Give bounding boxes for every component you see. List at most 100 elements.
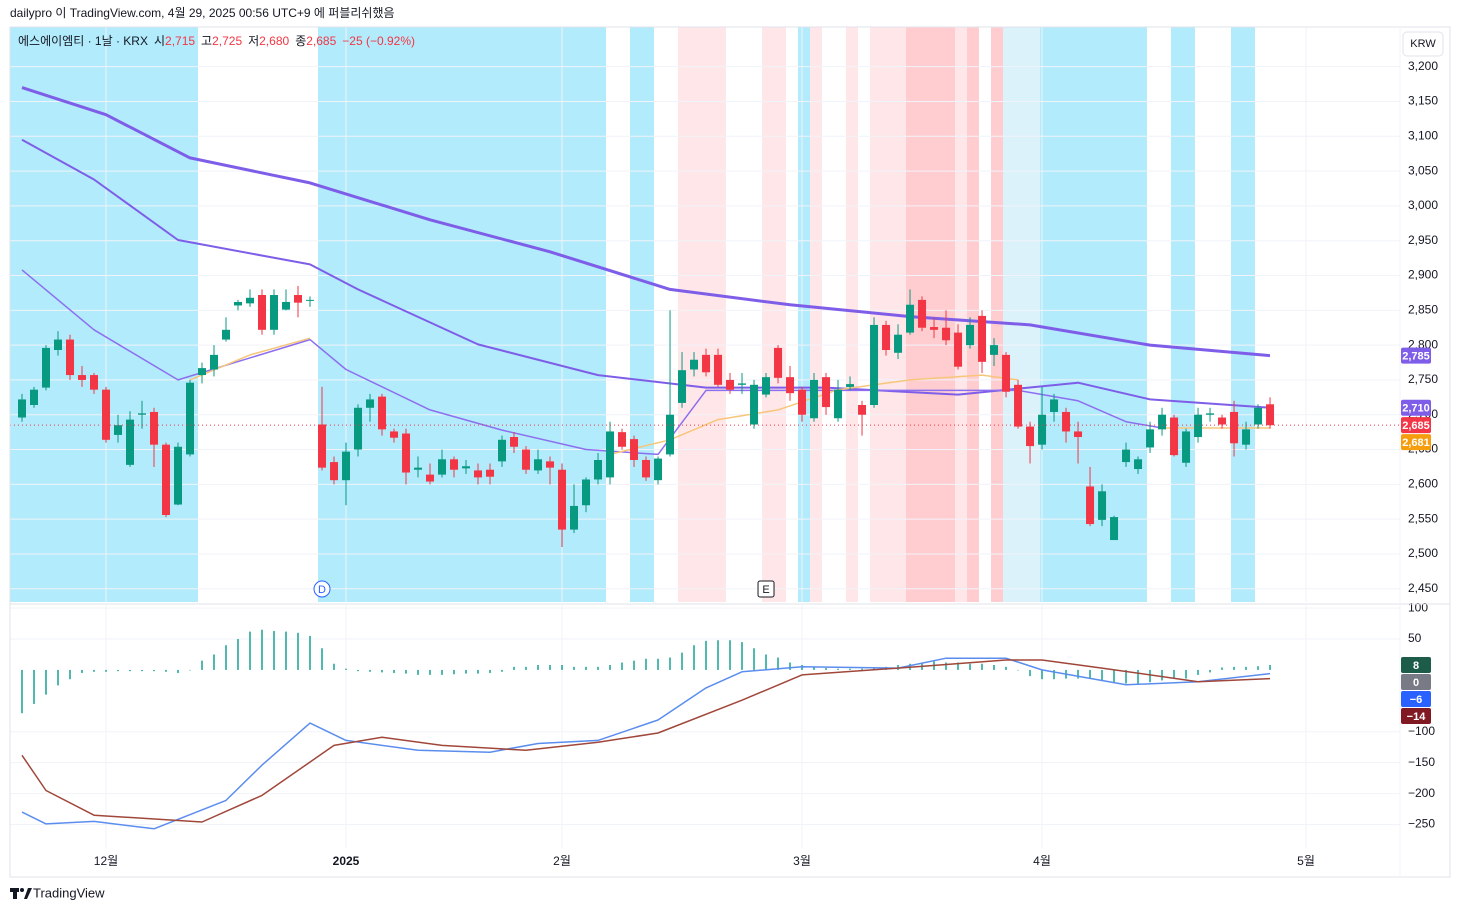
y-tick-label: 3,200 — [1408, 59, 1438, 73]
x-tick-label: 3월 — [793, 854, 811, 868]
candle-body — [1122, 449, 1131, 463]
candle-body — [678, 370, 687, 403]
legend-value: 2,715 — [165, 34, 195, 48]
histogram-bar — [549, 664, 552, 670]
histogram-bar — [273, 630, 276, 670]
histogram-bar — [717, 640, 720, 670]
candle-body — [78, 375, 87, 380]
x-tick-label: 2월 — [553, 854, 571, 868]
y-tick-label: 3,100 — [1408, 128, 1438, 142]
candle-body — [1110, 517, 1119, 541]
candle-body — [654, 458, 663, 481]
histogram-bar — [93, 669, 96, 672]
histogram-bar — [993, 664, 996, 670]
histogram-bar — [1029, 669, 1032, 677]
histogram-bar — [165, 669, 168, 672]
candle-body — [894, 334, 903, 353]
histogram-bar — [1269, 664, 1272, 670]
candle-body — [834, 389, 843, 419]
band — [967, 27, 979, 602]
candle-body — [606, 431, 615, 478]
y-tick-label: 3,150 — [1408, 94, 1438, 108]
histogram-bar — [873, 668, 876, 670]
histogram-bar — [81, 669, 84, 674]
candle-body — [942, 327, 951, 341]
candle-body — [1242, 429, 1251, 445]
event-marker — [757, 580, 775, 598]
histogram-bar — [189, 669, 192, 671]
candle-body — [1014, 384, 1023, 427]
y-tick-label: −100 — [1408, 724, 1435, 738]
candle-body — [738, 383, 747, 385]
histogram-bar — [1137, 669, 1140, 684]
y-tick-label: 50 — [1408, 631, 1422, 645]
band — [955, 27, 967, 602]
histogram-bar — [513, 666, 516, 670]
histogram-bar — [117, 669, 120, 672]
histogram-bar — [1161, 669, 1164, 681]
histogram-bar — [501, 669, 504, 672]
candle-body — [186, 382, 195, 455]
plot-layer: 2,4502,5002,5502,6002,6502,7002,7502,800… — [10, 27, 1438, 868]
candle-body — [114, 425, 123, 435]
histogram-bar — [141, 669, 144, 672]
histogram-bar — [1173, 669, 1176, 679]
event-marker-label: D — [318, 584, 326, 596]
currency-label[interactable]: KRW — [1410, 38, 1436, 50]
candle-body — [918, 299, 927, 328]
axis-value-badge — [1401, 434, 1431, 451]
axis-value-badge-label: 2,681 — [1402, 437, 1430, 449]
candle-body — [714, 354, 723, 385]
histogram-bar — [525, 666, 528, 670]
histogram-bar — [465, 669, 468, 674]
y-tick-label: 2,550 — [1408, 511, 1438, 525]
histogram-bar — [861, 668, 864, 670]
histogram-bar — [1101, 669, 1104, 682]
candle-body — [210, 354, 219, 370]
candle-body — [486, 469, 495, 477]
candle-body — [354, 407, 363, 450]
candle-body — [162, 444, 171, 515]
candle-body — [102, 389, 111, 440]
x-tick-label: 4월 — [1033, 854, 1051, 868]
y-tick-label: 2,750 — [1408, 372, 1438, 386]
candle-body — [1050, 399, 1059, 412]
candle-body — [630, 439, 639, 460]
candle-body — [1194, 414, 1203, 438]
candle-body — [870, 324, 879, 405]
candle-body — [378, 396, 387, 430]
candle-body — [702, 354, 711, 373]
histogram-bar — [657, 658, 660, 670]
band — [798, 27, 810, 602]
event-marker — [313, 580, 331, 598]
legend-value: 2,680 — [259, 34, 289, 48]
candle-body — [126, 419, 135, 465]
histogram-bar — [249, 631, 252, 670]
candle-body — [402, 433, 411, 473]
histogram-bar — [1209, 669, 1212, 673]
axis-value-badge — [1401, 417, 1431, 434]
histogram-bar — [537, 664, 540, 670]
histogram-bar — [681, 652, 684, 670]
indicator-line — [21, 86, 1271, 358]
y-tick-label: 2,450 — [1408, 581, 1438, 595]
histogram-bar — [177, 669, 180, 674]
band — [630, 27, 654, 602]
candle-body — [198, 368, 207, 376]
candle-body — [846, 384, 855, 387]
histogram-bar — [753, 648, 756, 670]
candle-body — [426, 474, 435, 482]
candle-body — [774, 347, 783, 378]
histogram-bar — [741, 642, 744, 670]
candle-body — [66, 339, 75, 376]
histogram-bar — [345, 668, 348, 670]
candle-body — [1254, 407, 1263, 425]
histogram-bar — [1221, 667, 1224, 670]
histogram-bar — [633, 660, 636, 670]
candle-body — [546, 461, 555, 468]
y-tick-label: 2,850 — [1408, 302, 1438, 316]
histogram-bar — [585, 666, 588, 670]
currency-button[interactable] — [1402, 31, 1444, 57]
brand-logo — [10, 888, 32, 899]
candle-body — [510, 437, 519, 447]
